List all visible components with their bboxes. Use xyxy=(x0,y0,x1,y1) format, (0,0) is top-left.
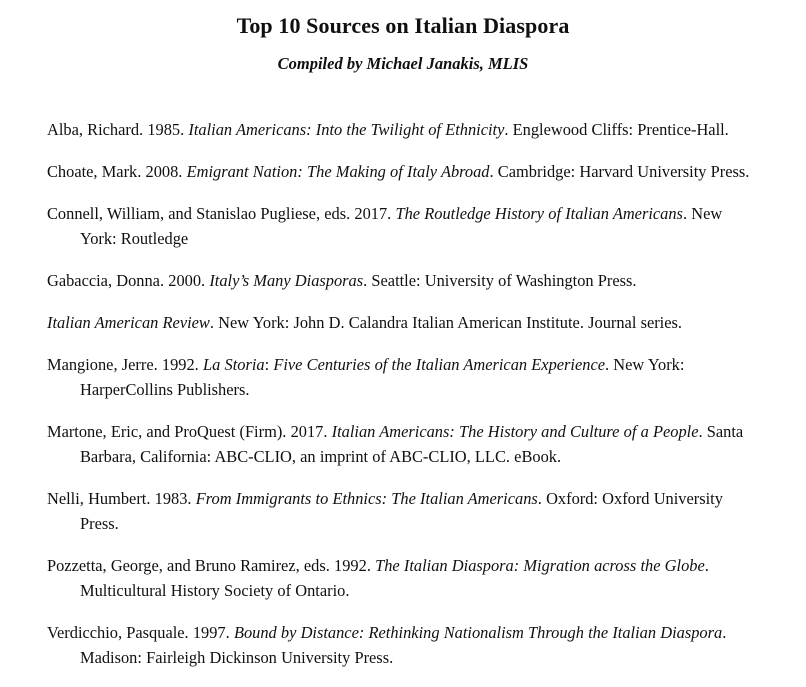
entry-plain-text: Connell, William, and Stanislao Pugliese… xyxy=(47,204,396,223)
entry-plain-text: : xyxy=(264,355,270,374)
entry-plain-text: Pozzetta, George, and Bruno Ramirez, eds… xyxy=(47,556,376,575)
entry-title-text: The Italian Diaspora: Migration across t… xyxy=(375,556,705,575)
entry-plain-text: . Multicultural History Society of Ontar… xyxy=(80,556,709,600)
bibliography-entry: Verdicchio, Pasquale. 1997. Bound by Dis… xyxy=(47,620,751,670)
bibliography-list: Alba, Richard. 1985. Italian Americans: … xyxy=(47,117,751,670)
bibliography-entry: Alba, Richard. 1985. Italian Americans: … xyxy=(47,117,751,142)
bibliography-entry: Gabaccia, Donna. 2000. Italy’s Many Dias… xyxy=(47,268,751,293)
entry-plain-text: . New York: John D. Calandra Italian Ame… xyxy=(209,313,682,332)
entry-plain-text: . New York: Routledge xyxy=(80,204,723,248)
entry-plain-text: . Cambridge: Harvard University Press. xyxy=(489,162,750,181)
bibliography-entry: Italian American Review. New York: John … xyxy=(47,310,751,335)
entry-plain-text: Verdicchio, Pasquale. 1997. xyxy=(47,623,234,642)
entry-plain-text: . Seattle: University of Washington Pres… xyxy=(363,271,637,290)
entry-plain-text: . Madison: Fairleigh Dickinson Universit… xyxy=(80,623,727,667)
entry-plain-text: . Oxford: Oxford University Press. xyxy=(80,489,723,533)
entry-plain-text: Gabaccia, Donna. 2000. xyxy=(47,271,210,290)
entry-plain-text: Nelli, Humbert. 1983. xyxy=(47,489,196,508)
entry-title-text: Italian Americans: Into the Twilight of … xyxy=(188,120,505,139)
entry-plain-text: Martone, Eric, and ProQuest (Firm). 2017… xyxy=(47,422,332,441)
entry-title-text: Five Centuries of the Italian American E… xyxy=(269,355,605,374)
bibliography-entry: Mangione, Jerre. 1992. La Storia: Five C… xyxy=(47,352,751,402)
entry-plain-text: . New York: HarperCollins Publishers. xyxy=(80,355,685,399)
entry-title-text: La Storia xyxy=(202,355,265,374)
entry-title-text: Italian American Review xyxy=(47,313,210,332)
entry-title-text: Italy’s Many Diasporas xyxy=(209,271,364,290)
bibliography-entry: Pozzetta, George, and Bruno Ramirez, eds… xyxy=(47,553,751,603)
entry-plain-text: Alba, Richard. 1985. xyxy=(47,120,189,139)
page-subtitle: Compiled by Michael Janakis, MLIS xyxy=(277,54,529,74)
entry-title-text: Bound by Distance: Rethinking Nationalis… xyxy=(233,623,723,642)
bibliography-entry: Choate, Mark. 2008. Emigrant Nation: The… xyxy=(47,159,751,184)
entry-plain-text: Choate, Mark. 2008. xyxy=(47,162,187,181)
page-title: Top 10 Sources on Italian Diaspora xyxy=(236,13,570,38)
entry-title-text: Italian Americans: The History and Cultu… xyxy=(331,422,699,441)
bibliography-entry: Nelli, Humbert. 1983. From Immigrants to… xyxy=(47,486,751,536)
bibliography-entry: Martone, Eric, and ProQuest (Firm). 2017… xyxy=(47,419,751,469)
entry-plain-text: . Englewood Cliffs: Prentice-Hall. xyxy=(504,120,729,139)
entry-plain-text: . Santa Barbara, California: ABC-CLIO, a… xyxy=(80,422,744,466)
entry-plain-text: Mangione, Jerre. 1992. xyxy=(47,355,203,374)
entry-title-text: The Routledge History of Italian America… xyxy=(395,204,683,223)
entry-title-text: Emigrant Nation: The Making of Italy Abr… xyxy=(186,162,490,181)
entry-title-text: From Immigrants to Ethnics: The Italian … xyxy=(195,489,538,508)
bibliography-entry: Connell, William, and Stanislao Pugliese… xyxy=(47,201,751,251)
